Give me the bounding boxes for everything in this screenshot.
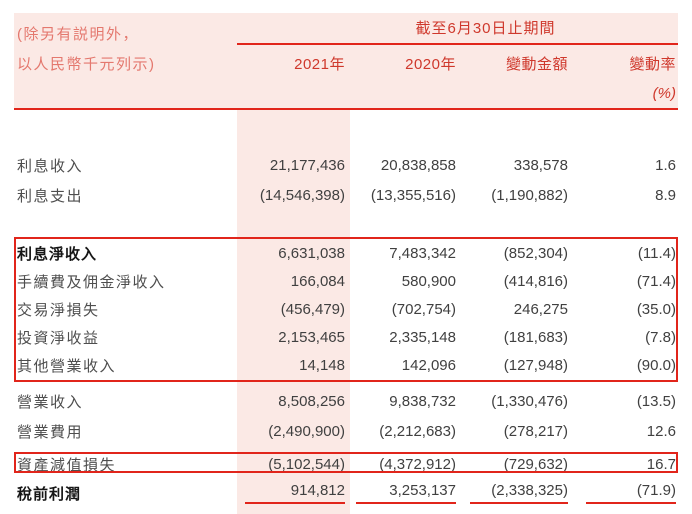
header-row-unit: (%) — [14, 78, 678, 108]
value-rate: (35.0) — [636, 300, 676, 318]
header-row-columns: 以人民幣千元列示) 2021年 2020年 變動金額 變動率 — [14, 45, 678, 78]
row-label: 稅前利潤 — [17, 485, 82, 503]
value-rate: (7.8) — [645, 328, 676, 346]
value-rate: (71.9) — [572, 482, 678, 504]
value-2020: 20,838,858 — [380, 156, 456, 174]
table-row-net-fee-commission-income: 手續費及佣金淨收入 166,084 580,900 (414,816) (71.… — [14, 267, 678, 295]
value-2020: 7,483,342 — [389, 244, 456, 262]
total-underline: 3,253,137 — [356, 482, 456, 504]
period-title: 截至6月30日止期間 — [237, 13, 678, 45]
value-2020: 142,096 — [401, 356, 456, 374]
value-change: (127,948) — [503, 356, 568, 374]
table-row-other-operating-income: 其他營業收入 14,148 142,096 (127,948) (90.0) — [14, 351, 678, 379]
value-2020: 580,900 — [401, 272, 456, 290]
header-row-period: (除另有説明外， 截至6月30日止期間 — [14, 13, 678, 45]
column-header-change-rate: 變動率 — [629, 56, 676, 73]
value-change: (414,816) — [503, 272, 568, 290]
value-2021: 14,148 — [299, 356, 345, 374]
row-label: 利息支出 — [17, 187, 84, 205]
column-header-2020: 2020年 — [405, 56, 456, 73]
row-label: 利息淨收入 — [17, 245, 98, 263]
value-2020: (4,372,912) — [379, 455, 456, 473]
row-label: 手續費及佣金淨收入 — [17, 273, 166, 291]
value-change: (278,217) — [503, 422, 568, 440]
value-rate: (71.4) — [636, 272, 676, 290]
value-change: (1,190,882) — [491, 186, 568, 204]
row-label: 其他營業收入 — [17, 357, 117, 375]
rate-unit-label: (%) — [652, 84, 676, 102]
table-row-operating-income: 營業收入 8,508,256 9,838,732 (1,330,476) (13… — [14, 386, 678, 416]
value-2021: (5,102,544) — [268, 455, 345, 473]
value-change: 338,578 — [513, 156, 568, 174]
total-underline: (71.9) — [586, 482, 676, 504]
value-2021: 2,153,465 — [278, 328, 345, 346]
table-row-operating-expenses: 營業費用 (2,490,900) (2,212,683) (278,217) 1… — [14, 416, 678, 446]
value-2020: 9,838,732 — [389, 392, 456, 410]
header-spacer — [14, 78, 572, 108]
unit-note-line2: 以人民幣千元列示) — [17, 56, 156, 73]
row-label: 投資淨收益 — [17, 329, 100, 347]
unit-note-line1: (除另有説明外， — [17, 26, 139, 43]
value-rate: 8.9 — [655, 186, 676, 204]
value-2021: 6,631,038 — [278, 244, 345, 262]
value-change: 246,275 — [513, 300, 568, 318]
row-label: 利息收入 — [17, 157, 84, 175]
value-change: (852,304) — [503, 244, 568, 262]
value-rate: (11.4) — [637, 244, 676, 262]
value-change: (1,330,476) — [491, 392, 568, 410]
value-2020: (702,754) — [391, 300, 456, 318]
value-rate: (90.0) — [636, 356, 676, 374]
table-body: 利息收入 21,177,436 20,838,858 338,578 1.6 利… — [14, 110, 678, 508]
value-2021: 8,508,256 — [278, 392, 345, 410]
table-row-interest-income: 利息收入 21,177,436 20,838,858 338,578 1.6 — [14, 150, 678, 180]
value-2021: (2,490,900) — [268, 422, 345, 440]
value-2021: 914,812 — [237, 482, 350, 504]
value-change: (729,632) — [503, 455, 568, 473]
row-label: 資產減值損失 — [17, 456, 117, 474]
total-underline: 914,812 — [245, 482, 345, 504]
column-header-change-amount: 變動金額 — [505, 56, 568, 73]
table-row-interest-expense: 利息支出 (14,546,398) (13,355,516) (1,190,88… — [14, 180, 678, 210]
total-underline: (2,338,325) — [470, 482, 568, 504]
value-2021: (456,479) — [280, 300, 345, 318]
row-label: 營業收入 — [17, 393, 84, 411]
current-year-column-highlight — [237, 110, 350, 514]
value-2021: 166,084 — [290, 272, 345, 290]
value-rate: 16.7 — [646, 455, 676, 473]
value-change: (2,338,325) — [460, 482, 572, 504]
value-2020: 3,253,137 — [350, 482, 460, 504]
column-header-2021: 2021年 — [294, 56, 345, 73]
value-2021: (14,546,398) — [259, 186, 345, 204]
value-2020: 2,335,148 — [389, 328, 456, 346]
table-row-net-investment-income: 投資淨收益 2,153,465 2,335,148 (181,683) (7.8… — [14, 323, 678, 351]
value-2020: (2,212,683) — [379, 422, 456, 440]
row-label: 營業費用 — [17, 423, 84, 441]
value-2020: (13,355,516) — [370, 186, 456, 204]
value-rate: (13.5) — [636, 392, 676, 410]
value-rate: 12.6 — [646, 422, 676, 440]
table-row-asset-impairment-losses: 資產減值損失 (5,102,544) (4,372,912) (729,632)… — [14, 452, 678, 476]
value-change: (181,683) — [503, 328, 568, 346]
table-row-net-interest-income: 利息淨收入 6,631,038 7,483,342 (852,304) (11.… — [14, 239, 678, 267]
table-header: (除另有説明外， 截至6月30日止期間 以人民幣千元列示) 2021年 2020… — [14, 13, 678, 110]
table-row-net-trading-loss: 交易淨損失 (456,479) (702,754) 246,275 (35.0) — [14, 295, 678, 323]
row-label: 交易淨損失 — [17, 301, 100, 319]
value-2021: 21,177,436 — [269, 156, 345, 174]
table-row-profit-before-tax: 稅前利潤 914,812 3,253,137 (2,338,325) (71.9… — [14, 478, 678, 508]
value-rate: 1.6 — [655, 156, 676, 174]
